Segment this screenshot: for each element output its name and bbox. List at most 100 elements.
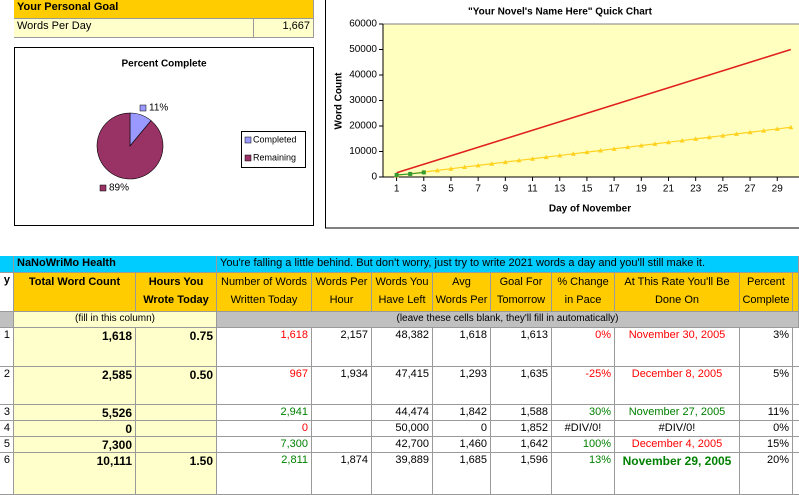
data-cell xyxy=(793,367,799,405)
x-tick-label: 7 xyxy=(475,184,481,195)
column-header: Goal For Tomorrow xyxy=(491,273,552,312)
data-cell: 0 xyxy=(433,421,491,437)
x-axis-title: Day of November xyxy=(549,204,631,215)
data-cell: 0.75 xyxy=(136,328,217,367)
legend-key xyxy=(244,136,252,144)
data-cell: 47,415 xyxy=(372,367,433,405)
x-tick-label: 9 xyxy=(503,184,509,195)
data-cell xyxy=(793,405,799,421)
x-tick-label: 3 xyxy=(421,184,427,195)
point xyxy=(434,167,440,173)
point xyxy=(733,131,739,136)
data-cell: #DIV/0! xyxy=(552,421,615,437)
data-cell xyxy=(136,405,217,421)
column-header: Hours You Wrote Today xyxy=(136,273,217,312)
data-cell: 0 xyxy=(217,421,312,437)
data-cell: 2,157 xyxy=(312,328,372,367)
x-tick-label: 29 xyxy=(772,184,784,195)
y-axis-title: Word Count xyxy=(334,72,345,130)
point xyxy=(448,166,454,171)
x-tick-label: 1 xyxy=(394,184,400,195)
charts: Percent Complete 11% Completed 89% Remaining… xyxy=(14,0,799,229)
point xyxy=(652,141,658,146)
point xyxy=(516,157,522,163)
input-note: (fill in this column) xyxy=(14,312,217,328)
legend-key xyxy=(244,154,252,162)
series-line xyxy=(396,48,792,174)
data-cell: 1,460 xyxy=(433,437,491,453)
goal-label: Words Per Day xyxy=(14,19,254,38)
x-tick-label: 17 xyxy=(609,184,621,195)
data-cell: 15% xyxy=(740,437,793,453)
chart-title: "Your Novel's Name Here" Quick Chart xyxy=(468,7,653,18)
x-tick-label: 25 xyxy=(717,184,729,195)
y-tick-label: 20000 xyxy=(349,121,377,132)
data-cell: 1,934 xyxy=(312,367,372,405)
column-header: Words Per Hour xyxy=(312,273,372,312)
point xyxy=(774,126,780,131)
data-cell: 13% xyxy=(552,453,615,495)
data-cell: December 8, 2005 xyxy=(615,367,740,405)
data-cell: 1,685 xyxy=(433,453,491,495)
data-cell: 7,300 xyxy=(217,437,312,453)
point xyxy=(421,170,426,175)
point xyxy=(543,154,549,160)
data-cell xyxy=(793,328,799,367)
point xyxy=(679,138,685,143)
legend-label: Remaining xyxy=(253,152,296,162)
point xyxy=(530,156,536,161)
column-header: At This Rate You'll Be Done On xyxy=(615,273,740,312)
data-cell: 20% xyxy=(740,453,793,495)
point xyxy=(570,151,576,156)
data-cell: 1,874 xyxy=(312,453,372,495)
data-cell: 3% xyxy=(740,328,793,367)
point xyxy=(747,129,753,135)
data-cell: 39,889 xyxy=(372,453,433,495)
x-tick-label: 15 xyxy=(581,184,593,195)
y-tick-label: 40000 xyxy=(349,70,377,81)
data-cell: 44,474 xyxy=(372,405,433,421)
data-cell: 7,300 xyxy=(14,437,136,453)
label-key xyxy=(139,104,147,112)
x-tick-label: 19 xyxy=(636,184,648,195)
day-label: 4 xyxy=(0,421,14,437)
x-tick-label: 21 xyxy=(663,184,675,195)
data-cell: 1,618 xyxy=(14,328,136,367)
data-label: 11% xyxy=(149,103,168,114)
legend-label: Completed xyxy=(253,134,297,144)
y-tick-label: 50000 xyxy=(349,44,377,55)
data-cell: 5% xyxy=(740,367,793,405)
column-header xyxy=(793,273,799,312)
goal-value: 1,667 xyxy=(254,19,314,38)
x-tick-label: 27 xyxy=(744,184,756,195)
point xyxy=(408,171,413,176)
x-tick-label: 5 xyxy=(448,184,454,195)
point xyxy=(598,147,604,153)
y-tick-label: 0 xyxy=(371,172,377,183)
column-header: Words You Have Left xyxy=(372,273,433,312)
data-cell xyxy=(793,421,799,437)
point xyxy=(625,144,631,150)
data-cell: 2,811 xyxy=(217,453,312,495)
point xyxy=(665,139,671,145)
point xyxy=(394,172,399,177)
table-title: NaNoWriMo Health xyxy=(14,256,217,273)
chart-title: Percent Complete xyxy=(121,59,206,70)
day-label: 2 xyxy=(0,367,14,405)
point xyxy=(475,162,481,168)
data-cell: 42,700 xyxy=(372,437,433,453)
data-cell: 1,293 xyxy=(433,367,491,405)
data-cell: 0 xyxy=(14,421,136,437)
data-cell: -25% xyxy=(552,367,615,405)
note-left xyxy=(0,312,14,328)
column-header: Avg Words Per Day xyxy=(433,273,491,312)
data-cell xyxy=(312,405,372,421)
data-cell: November 29, 2005 xyxy=(615,453,740,495)
data-cell: 1,618 xyxy=(217,328,312,367)
column-header: % Change in Pace xyxy=(552,273,615,312)
label-key xyxy=(99,184,107,192)
point xyxy=(693,136,699,141)
data-cell xyxy=(136,437,217,453)
column-header: y xyxy=(0,273,14,312)
data-cell: 1,635 xyxy=(491,367,552,405)
